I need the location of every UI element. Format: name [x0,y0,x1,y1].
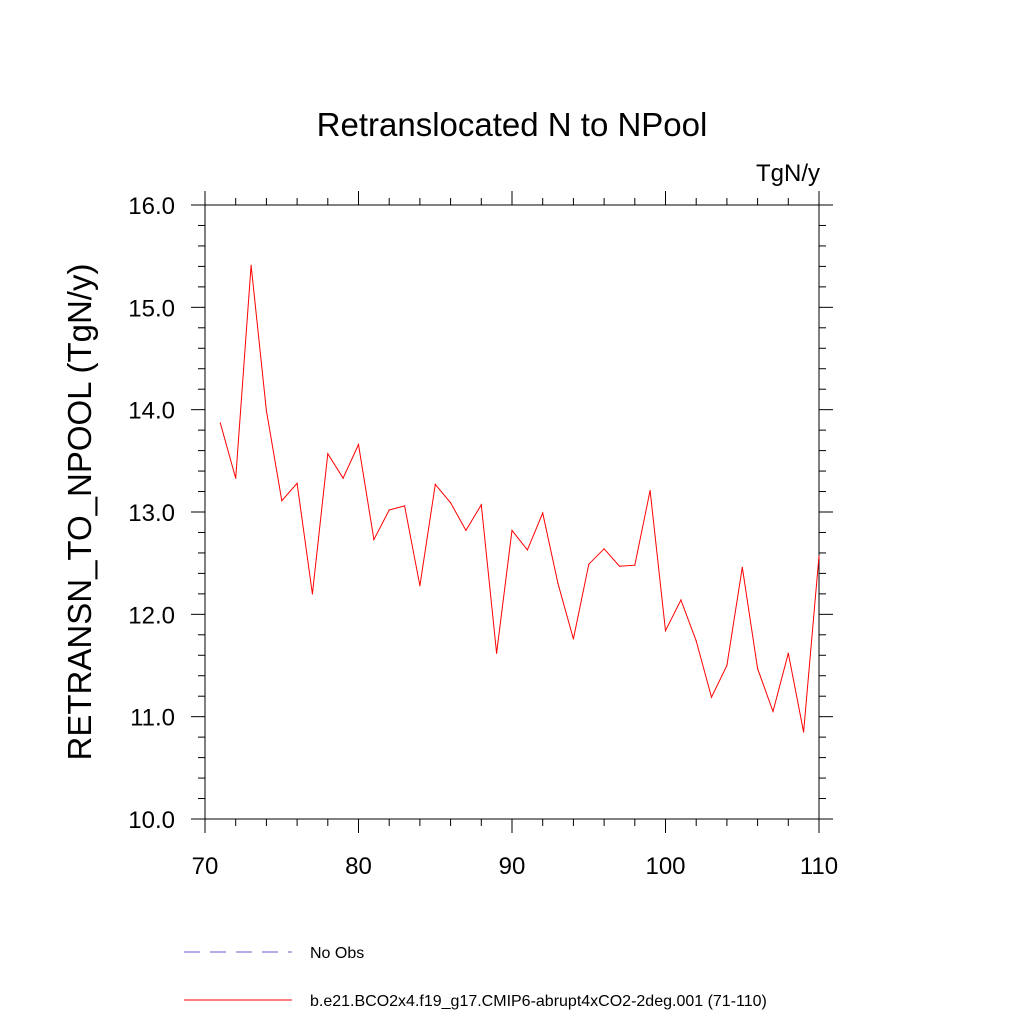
data-point [357,443,360,446]
data-point [542,512,544,514]
legend: No Obs b.e21.BCO2x4.f19_g17.CMIP6-abrupt… [184,945,767,1010]
data-point [634,564,636,566]
data-point [465,529,467,532]
data-point [588,563,590,565]
y-tick-label: 16.0 [128,193,175,220]
plot-frame [204,204,820,820]
data-point [772,710,774,713]
data-point [618,565,621,567]
y-tick-label: 11.0 [130,705,175,732]
units-label: TgN/y [756,160,820,187]
data-point [281,500,283,502]
x-tick-label: 70 [192,853,219,880]
y-tick-label: 13.0 [128,500,175,527]
data-point [649,489,651,492]
data-point [526,549,529,551]
legend-label-model-run: b.e21.BCO2x4.f19_g17.CMIP6-abrupt4xCO2-2… [310,993,767,1010]
data-point [419,585,421,587]
y-axis-label: RETRANSN_TO_NPOOL (TgN/y) [61,264,98,761]
x-tick-labels: 70 80 90 100 110 [192,853,838,880]
data-point [250,264,252,266]
data-point [327,453,329,455]
data-point [311,593,313,595]
series-line [219,265,820,733]
data-point [818,555,820,557]
data-point [434,483,436,485]
data-point [342,477,344,479]
y-tick-label: 15.0 [128,295,175,322]
y-tick-label: 12.0 [128,602,175,629]
data-point [741,566,743,568]
data-point [496,652,498,654]
legend-label-no-obs: No Obs [310,945,364,962]
data-point [557,583,559,585]
data-point [219,422,221,424]
x-tick-label: 110 [800,853,838,880]
chart-title: Retranslocated N to NPool [317,106,708,143]
data-point [787,652,789,654]
data-point [265,410,267,412]
y-tick-labels: 10.0 11.0 12.0 13.0 14.0 15.0 16.0 [128,193,175,834]
data-point [296,482,298,484]
x-tick-label: 90 [499,853,526,880]
x-tick-label: 80 [345,853,372,880]
data-point [480,504,482,506]
data-point [388,509,390,511]
data-point [695,640,697,642]
minor-ticks [198,198,826,826]
data-point [664,630,667,632]
data-point [511,529,513,532]
data-point [710,696,713,698]
data-point [757,668,759,670]
y-tick-label: 10.0 [128,807,175,834]
y-tick-label: 14.0 [128,398,175,425]
data-point [603,548,605,550]
x-tick-label: 100 [645,853,685,880]
data-point [726,664,728,667]
series-layer [219,264,820,733]
data-point [572,638,575,640]
data-point [680,599,682,601]
data-point [450,502,452,504]
data-point [404,505,406,507]
major-ticks [191,191,833,833]
data-point [803,731,805,733]
data-point [235,477,237,479]
data-point [373,539,375,541]
